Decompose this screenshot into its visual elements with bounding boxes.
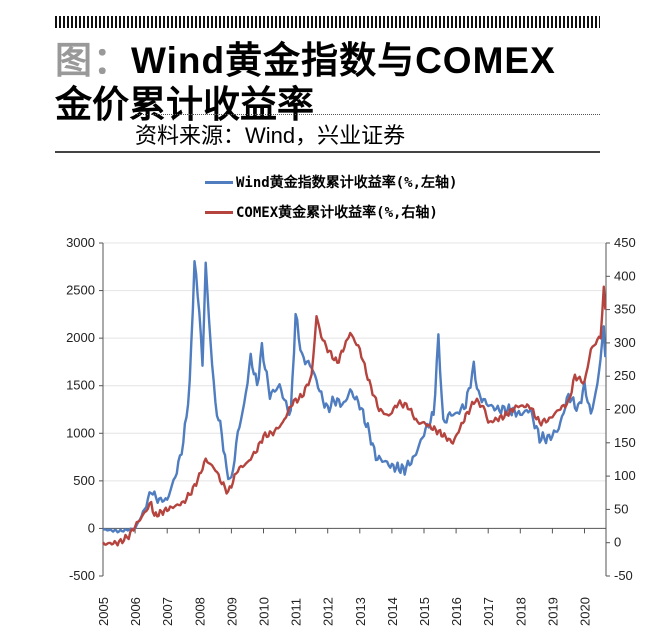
y-right-tick-label: 250 [614,368,636,383]
figure-label: 图： [55,40,131,81]
divider [55,151,600,153]
x-tick-label: 2019 [545,597,560,626]
header-bar [55,16,600,28]
chart-title: 图：Wind黄金指数与COMEX [55,30,556,84]
y-right-tick-label: 100 [614,468,636,483]
y-left-tick-label: 3000 [66,235,95,250]
y-left-tick-label: 0 [88,520,95,535]
y-right-tick-label: 450 [614,235,636,250]
y-right-tick-label: -50 [614,568,633,583]
y-right-tick-label: 50 [614,501,628,516]
y-right-tick-label: 150 [614,435,636,450]
x-tick-label: 2018 [513,597,528,626]
x-tick-label: 2005 [96,597,111,626]
x-tick-label: 2008 [192,597,207,626]
legend-swatch [205,210,233,214]
x-tick-label: 2011 [289,598,304,626]
x-tick-label: 2015 [417,597,432,626]
x-tick-label: 2013 [353,597,368,626]
y-left-tick-label: 2000 [66,330,95,345]
y-left-tick-label: 500 [73,473,95,488]
legend-label: COMEX黄金累计收益率(%,右轴) [236,205,438,221]
x-tick-label: 2010 [257,597,272,626]
y-left-tick-label: 2500 [66,283,95,298]
y-left-tick-label: 1000 [66,425,95,440]
legend-item-comex: COMEX黄金累计收益率(%,右轴) [205,202,438,222]
source-note: 资料来源：Wind，兴业证券 [135,123,406,148]
title-line-2: 金价累计收益率 [55,84,314,125]
x-tick-label: 2012 [321,597,336,626]
x-tick-label: 2006 [128,597,143,626]
y-left-tick-label: 1500 [66,378,95,393]
legend-swatch [205,180,233,184]
x-tick-label: 2009 [224,597,239,626]
legend-item-wind: Wind黄金指数累计收益率(%,左轴) [205,172,457,192]
dotted-divider [135,114,600,115]
x-tick-label: 2016 [449,597,464,626]
y-right-tick-label: 0 [614,535,621,550]
x-tick-label: 2014 [385,597,400,626]
series-line-comex [102,285,607,547]
y-right-tick-label: 400 [614,268,636,283]
series-line-wind [102,260,607,534]
y-right-tick-label: 300 [614,335,636,350]
legend-label: Wind黄金指数累计收益率(%,左轴) [236,175,458,191]
x-tick-label: 2007 [160,597,175,626]
x-tick-label: 2020 [578,597,593,626]
y-right-tick-label: 350 [614,302,636,317]
title-line-1: Wind黄金指数与COMEX [131,40,556,81]
y-left-tick-label: -500 [69,568,95,583]
x-tick-label: 2017 [481,597,496,626]
y-right-tick-label: 200 [614,402,636,417]
